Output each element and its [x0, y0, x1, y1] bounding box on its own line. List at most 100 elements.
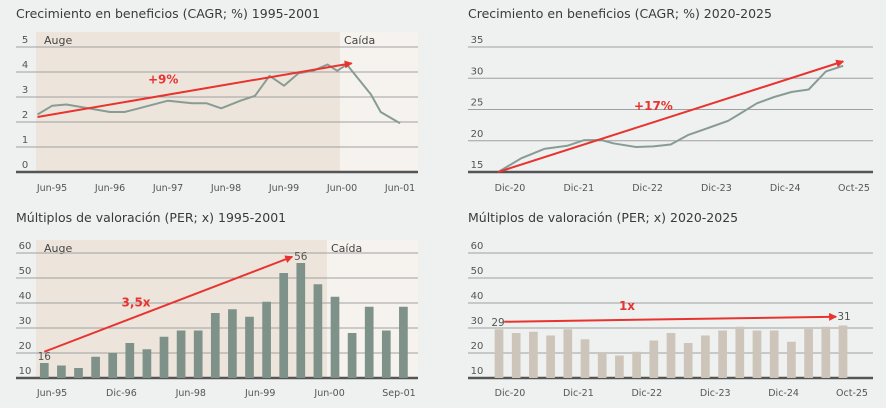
- bar: [804, 328, 813, 378]
- y-tick-label: 20: [471, 341, 484, 352]
- x-tick-label: Jun-95: [36, 183, 67, 194]
- bar: [125, 343, 135, 378]
- series-line: [497, 64, 844, 173]
- x-tick-label: Jun-98: [210, 183, 241, 194]
- bar: [142, 349, 152, 378]
- bar: [821, 326, 831, 378]
- data-label: 29: [491, 317, 504, 329]
- x-tick-label: Oct-25: [836, 388, 868, 399]
- chart-title: Crecimiento en beneficios (CAGR; %) 2020…: [468, 6, 772, 21]
- bar: [193, 330, 203, 378]
- x-tick-label: Jun-99: [268, 183, 299, 194]
- y-tick-label: 10: [19, 366, 32, 377]
- trend-arrow: [497, 59, 845, 173]
- y-tick-label: 20: [19, 341, 32, 352]
- series-line: [36, 63, 401, 125]
- bar: [597, 353, 607, 378]
- x-tick-label: Dic-24: [770, 183, 801, 194]
- x-tick-label: Jun-99: [244, 388, 275, 399]
- x-tick-label: Dic-21: [563, 388, 594, 399]
- bar: [210, 313, 220, 378]
- bar: [666, 333, 676, 378]
- bar: [176, 330, 186, 378]
- bar: [296, 263, 306, 378]
- x-tick-label: Dic-24: [768, 388, 799, 399]
- chart-title: Crecimiento en beneficios (CAGR; %) 1995…: [16, 6, 320, 21]
- y-tick-label: 1: [22, 135, 28, 146]
- y-tick-label: 60: [19, 241, 32, 252]
- data-label: 31: [837, 311, 850, 323]
- bar: [364, 306, 374, 378]
- bar: [74, 368, 83, 378]
- y-tick-label: 4: [22, 60, 28, 71]
- x-tick-label: Dic-20: [495, 388, 526, 399]
- x-tick-label: Sep-01: [382, 388, 415, 399]
- x-tick-label: Jun-97: [152, 183, 183, 194]
- y-tick-label: 40: [19, 291, 32, 302]
- chart-title: Múltiplos de valoración (PER; x) 2020-20…: [468, 210, 738, 225]
- trend-arrow: [504, 312, 838, 323]
- bar: [838, 325, 848, 378]
- trend-label: +17%: [634, 99, 673, 113]
- bar: [529, 331, 538, 378]
- x-tick-label: Dic-21: [563, 183, 594, 194]
- bar: [563, 329, 573, 378]
- y-tick-label: 5: [22, 35, 28, 46]
- x-tick-label: Jun-00: [326, 183, 357, 194]
- bar: [159, 336, 169, 378]
- chart-1: Crecimiento en beneficios (CAGR; %) 1995…: [16, 6, 418, 194]
- y-tick-label: 35: [471, 35, 484, 46]
- bar: [649, 340, 659, 378]
- x-tick-label: Oct-25: [838, 183, 870, 194]
- y-tick-label: 30: [471, 66, 484, 77]
- region-label-caida: Caída: [344, 34, 375, 47]
- bar: [683, 343, 693, 378]
- bar: [330, 296, 340, 378]
- y-tick-label: 2: [22, 110, 28, 121]
- region-label-caida: Caída: [331, 242, 362, 255]
- y-tick-label: 30: [19, 316, 32, 327]
- y-tick-label: 20: [471, 129, 484, 140]
- y-tick-label: 3: [22, 85, 28, 96]
- trend-arrow: [37, 60, 353, 118]
- region-label-auge: Auge: [44, 242, 72, 255]
- bar: [245, 316, 254, 378]
- x-tick-label: Jun-95: [36, 388, 67, 399]
- bar: [381, 330, 391, 378]
- bar: [279, 273, 289, 378]
- y-tick-label: 15: [471, 160, 484, 171]
- region-label-auge: Auge: [44, 34, 72, 47]
- chart-3: Múltiplos de valoración (PER; x) 1995-20…: [16, 210, 418, 399]
- y-tick-label: 40: [471, 291, 484, 302]
- y-tick-label: 25: [471, 98, 484, 109]
- bar: [701, 335, 710, 378]
- bust-region: [340, 32, 418, 172]
- bar: [511, 333, 521, 378]
- y-tick-label: 10: [471, 366, 484, 377]
- chart-2: Crecimiento en beneficios (CAGR; %) 2020…: [468, 6, 873, 194]
- chart-title: Múltiplos de valoración (PER; x) 1995-20…: [16, 210, 286, 225]
- trend-label: 3,5x: [122, 296, 151, 310]
- x-tick-label: Jun-98: [175, 388, 206, 399]
- y-tick-label: 0: [22, 160, 28, 171]
- chart-4: Múltiplos de valoración (PER; x) 2020-20…: [468, 210, 873, 399]
- x-tick-label: Dic-22: [631, 388, 662, 399]
- bar: [546, 335, 555, 378]
- bar: [108, 353, 118, 378]
- bar: [769, 330, 779, 378]
- bar: [615, 355, 624, 378]
- bar: [632, 351, 641, 378]
- x-tick-label: Dic-20: [495, 183, 526, 194]
- y-tick-label: 50: [471, 266, 484, 277]
- bar: [580, 339, 590, 378]
- bar: [735, 326, 745, 378]
- data-label: 16: [38, 351, 52, 363]
- bar: [91, 356, 100, 378]
- bar: [494, 329, 504, 378]
- bar: [718, 330, 727, 378]
- bar: [228, 309, 237, 378]
- bar: [787, 341, 796, 378]
- x-tick-label: Dic-22: [632, 183, 663, 194]
